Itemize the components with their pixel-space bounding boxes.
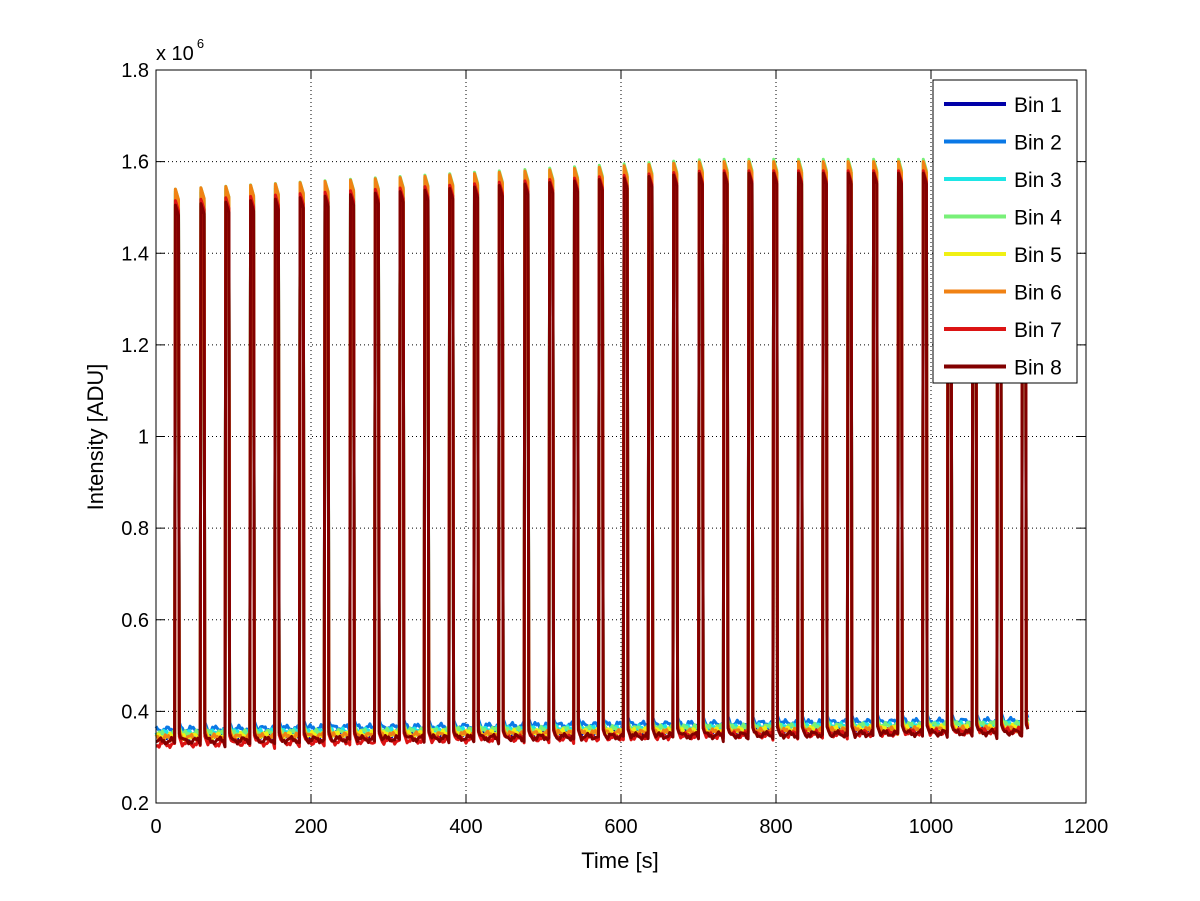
y-tick-label: 1.8 — [121, 60, 149, 82]
x-axis-title: Time [s] — [581, 848, 658, 873]
legend-label-bin-2: Bin 2 — [1014, 132, 1062, 155]
legend-label-bin-3: Bin 3 — [1014, 169, 1062, 192]
legend-label-bin-4: Bin 4 — [1014, 207, 1062, 230]
x-tick-label: 0 — [150, 816, 161, 838]
y-tick-label: 0.6 — [121, 610, 149, 632]
axis-ticks — [155, 69, 1087, 804]
x-tick-label: 600 — [604, 816, 637, 838]
y-tick-label: 1.2 — [121, 335, 149, 357]
y-tick-label: 0.8 — [121, 518, 149, 540]
y-tick-labels: 0.2 0.4 0.6 0.8 1 1.2 1.4 1.6 1.8 — [121, 60, 149, 815]
legend-label-bin-6: Bin 6 — [1014, 282, 1062, 305]
x-tick-label: 200 — [294, 816, 327, 838]
y-exponent-power: 6 — [197, 36, 204, 51]
y-tick-label: 0.2 — [121, 793, 149, 815]
legend-label-bin-5: Bin 5 — [1014, 244, 1062, 267]
y-exponent-base: x 10 — [156, 43, 194, 65]
legend: Bin 1 Bin 2 Bin 3 Bin 4 Bin 5 Bin 6 Bin 7 Bin 8 — [932, 79, 1078, 384]
series-line-bin-6 — [155, 160, 1030, 744]
legend-label-bin-7: Bin 7 — [1014, 319, 1062, 342]
legend-label-bin-8: Bin 8 — [1014, 357, 1062, 380]
y-tick-label: 1 — [138, 427, 149, 449]
y-tick-label: 1.4 — [121, 243, 149, 265]
y-tick-label: 1.6 — [121, 152, 149, 174]
x-tick-label: 800 — [759, 816, 792, 838]
y-exponent-label: x 10 6 — [156, 36, 204, 65]
series-line-bin-8 — [155, 171, 1030, 749]
legend-box — [932, 79, 1078, 384]
y-axis-title: Intensity [ADU] — [83, 364, 108, 511]
series-lines — [154, 157, 1030, 750]
y-tick-label: 0.4 — [121, 701, 149, 723]
x-tick-labels: 0 200 400 600 800 1000 1200 — [150, 816, 1108, 838]
x-tick-label: 1200 — [1064, 816, 1109, 838]
x-tick-label: 1000 — [909, 816, 954, 838]
legend-label-bin-1: Bin 1 — [1014, 94, 1062, 117]
x-tick-label: 400 — [449, 816, 482, 838]
